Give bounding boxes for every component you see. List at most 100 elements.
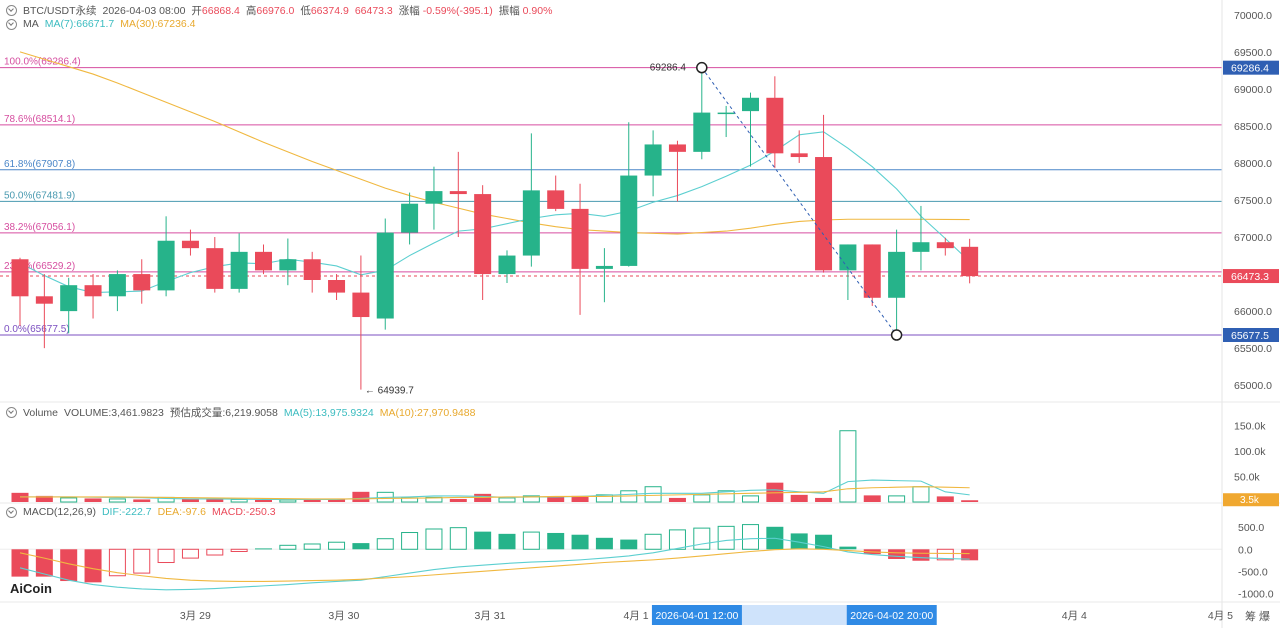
macd-bar: [449, 527, 467, 550]
ma7-line: [19, 131, 971, 294]
candle-body: [157, 240, 175, 291]
candle-body: [498, 255, 516, 275]
candle-body: [693, 112, 711, 152]
candle-body: [449, 191, 467, 195]
volume-bar: [181, 498, 199, 502]
time-range-highlight: [741, 605, 847, 625]
candle-body: [303, 259, 321, 280]
macd-bar: [230, 548, 248, 552]
candle-body: [35, 296, 53, 304]
candle-body: [936, 242, 954, 249]
volume-bar: [888, 495, 906, 503]
ma30-legend: MA(30):67236.4: [120, 18, 196, 30]
low-label: 低: [300, 5, 311, 17]
macd-bar: [498, 533, 516, 550]
macd-bar: [303, 543, 321, 550]
volume-bar: [839, 430, 857, 503]
volume-bar: [571, 495, 589, 502]
amp-label: 振幅: [498, 5, 520, 17]
macd-bar: [742, 524, 759, 550]
candle-body: [888, 251, 906, 298]
macd-bar: [352, 543, 370, 550]
volume-bar: [936, 496, 954, 502]
crosshair-time-label: 2026-04-02 20:00: [850, 610, 933, 622]
fib-anchor-low: [890, 329, 903, 341]
macd-bar: [255, 548, 272, 550]
price-tag-label: 65677.5: [1231, 330, 1269, 342]
candle-body: [181, 240, 199, 249]
macd-bar: [376, 538, 394, 550]
fib-level-label: 23.6%(66529.2): [4, 261, 75, 272]
candle-body: [547, 190, 565, 209]
price-tag-box: [1223, 60, 1279, 75]
volume-bar: [206, 499, 224, 502]
x-axis-label: 3月 31: [474, 610, 505, 622]
price-tick-label: 67000.0: [1234, 232, 1272, 244]
candle-body: [668, 144, 686, 152]
macd-bar: [888, 549, 906, 559]
macd-dif: DIF:-222.7: [101, 506, 152, 518]
candle-body: [474, 194, 492, 275]
volume-ma10-line: [20, 486, 970, 500]
x-axis-label: 4月 4: [1062, 610, 1087, 622]
high-value: 66976.0: [256, 5, 295, 17]
macd-bar: [474, 531, 492, 550]
header-time: 2026-04-03 08:00: [102, 4, 186, 17]
candle-body: [60, 285, 78, 312]
candle-body: [108, 274, 126, 297]
collapse-icon[interactable]: [6, 506, 17, 518]
volume-bar: [352, 491, 370, 502]
ma-legend: MA MA(7):66671.7 MA(30):67236.4: [6, 18, 196, 30]
candle-body: [790, 153, 808, 158]
macd-dea-line: [19, 548, 970, 583]
candle-body: [328, 280, 346, 293]
price-tag-box: [1223, 328, 1279, 342]
macd-bar: [790, 533, 808, 550]
collapse-icon[interactable]: [6, 5, 17, 16]
open-label: 开: [191, 5, 202, 17]
collapse-icon[interactable]: [6, 407, 17, 418]
crosshair-time-box: [651, 605, 742, 625]
macd-bar: [571, 534, 589, 550]
macd-legend: MACD(12,26,9) DIF:-222.7 DEA:-97.6 MACD:…: [6, 506, 276, 518]
price-tick-label: 68500.0: [1234, 121, 1272, 133]
candle-body: [961, 246, 979, 277]
macd-bar: [328, 541, 346, 550]
candle-body: [522, 190, 540, 256]
volume-bar: [547, 496, 565, 502]
volume-bar: [644, 486, 662, 503]
ohlc-header: BTC/USDT永续 2026-04-03 08:00 开66868.4 高66…: [6, 3, 552, 18]
macd-bar: [60, 549, 78, 582]
volume-bar: [255, 499, 272, 502]
corner-buttons[interactable]: 筹 爆: [1245, 608, 1270, 624]
amp-value: 0.90%: [522, 5, 553, 17]
macd-bar: [157, 548, 175, 564]
volume-tick-label: 50.0k: [1234, 472, 1260, 484]
candle-body: [352, 292, 370, 318]
collapse-icon[interactable]: [6, 18, 17, 30]
x-axis-label: 3月 29: [180, 610, 211, 622]
macd-bar: [279, 544, 297, 550]
x-axis-label: 3月 30: [328, 610, 359, 622]
volume-estimate: 预估成交量:6,219.9058: [169, 407, 278, 419]
aicoin-logo: AiCoin: [10, 581, 52, 596]
macd-bar: [620, 539, 638, 550]
candle-body: [839, 244, 857, 271]
volume-bar: [449, 498, 467, 502]
volume-bar: [815, 497, 833, 502]
candle-body: [863, 244, 881, 298]
volume-tag-box: [1223, 493, 1279, 507]
macd-bar: [595, 537, 613, 550]
candle-body: [230, 251, 248, 289]
open-value: 66868.4: [201, 5, 240, 17]
price-tag-label: 69286.4: [1231, 63, 1269, 75]
ma-legend-name: MA: [23, 18, 39, 30]
low-annotation: ← 64939.7: [365, 386, 414, 397]
candle-body: [571, 208, 589, 269]
macd-bar: [936, 548, 954, 561]
ma30-line: [19, 51, 970, 235]
price-tick-label: 66000.0: [1234, 306, 1272, 318]
volume-value: VOLUME:3,461.9823: [64, 406, 164, 419]
fib-level-label: 78.6%(68514.1): [4, 114, 75, 125]
